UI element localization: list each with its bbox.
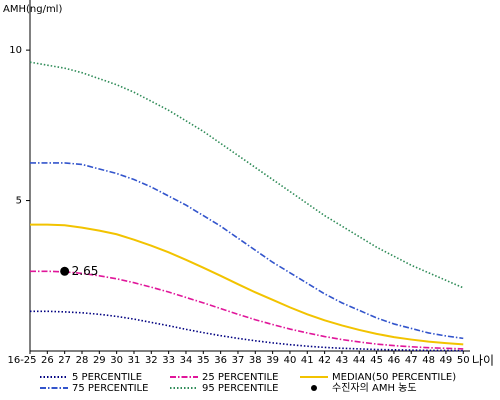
x-tick-label: 39 xyxy=(266,355,279,366)
x-tick-label: 34 xyxy=(180,355,193,366)
data-label: 2.65 xyxy=(72,264,99,278)
x-tick-label: 37 xyxy=(232,355,245,366)
x-tick-label: 49 xyxy=(440,355,453,366)
x-tick-label: 42 xyxy=(318,355,331,366)
legend-swatch xyxy=(311,385,317,391)
series-line xyxy=(29,61,464,289)
x-tick-label: 45 xyxy=(370,355,383,366)
x-tick-label: 46 xyxy=(388,355,401,366)
x-tick-label: 16-25 xyxy=(7,355,36,366)
legend-label: MEDIAN(50 PERCENTILE) xyxy=(332,372,456,383)
x-tick-label: 29 xyxy=(93,355,106,366)
x-tick-label: 41 xyxy=(301,355,314,366)
x-tick-label: 35 xyxy=(197,355,210,366)
x-tick-label: 48 xyxy=(422,355,435,366)
x-tick-label: 36 xyxy=(214,355,227,366)
x-tick-label: 47 xyxy=(405,355,418,366)
legend-label: 5 PERCENTILE xyxy=(72,372,142,383)
legend-label: 수진자의 AMH 농도 xyxy=(332,382,417,394)
x-tick-label: 28 xyxy=(76,355,89,366)
series-line xyxy=(30,270,464,350)
x-axis-label: 나이 xyxy=(472,354,494,368)
x-tick-label: 31 xyxy=(128,355,141,366)
legend-label: 95 PERCENTILE xyxy=(202,383,278,394)
x-tick-label: 44 xyxy=(353,355,366,366)
y-axis-label: AMH(ng/ml) xyxy=(3,4,62,15)
legend-label: 25 PERCENTILE xyxy=(202,372,278,383)
legend-label: 75 PERCENTILE xyxy=(72,383,148,394)
x-tick-label: 32 xyxy=(145,355,158,366)
series-line xyxy=(30,223,464,346)
series-line xyxy=(30,162,464,340)
x-tick-label: 43 xyxy=(336,355,349,366)
y-tick-label: 5 xyxy=(16,196,22,207)
x-tick-label: 33 xyxy=(162,355,175,366)
x-tick-label: 38 xyxy=(249,355,262,366)
x-tick-label: 40 xyxy=(284,355,297,366)
x-tick-label: 50 xyxy=(457,355,470,366)
patient-point xyxy=(60,266,70,276)
y-tick-label: 10 xyxy=(9,45,22,56)
x-tick-label: 27 xyxy=(58,355,71,366)
x-tick-label: 30 xyxy=(110,355,123,366)
x-tick-label: 26 xyxy=(41,355,54,366)
